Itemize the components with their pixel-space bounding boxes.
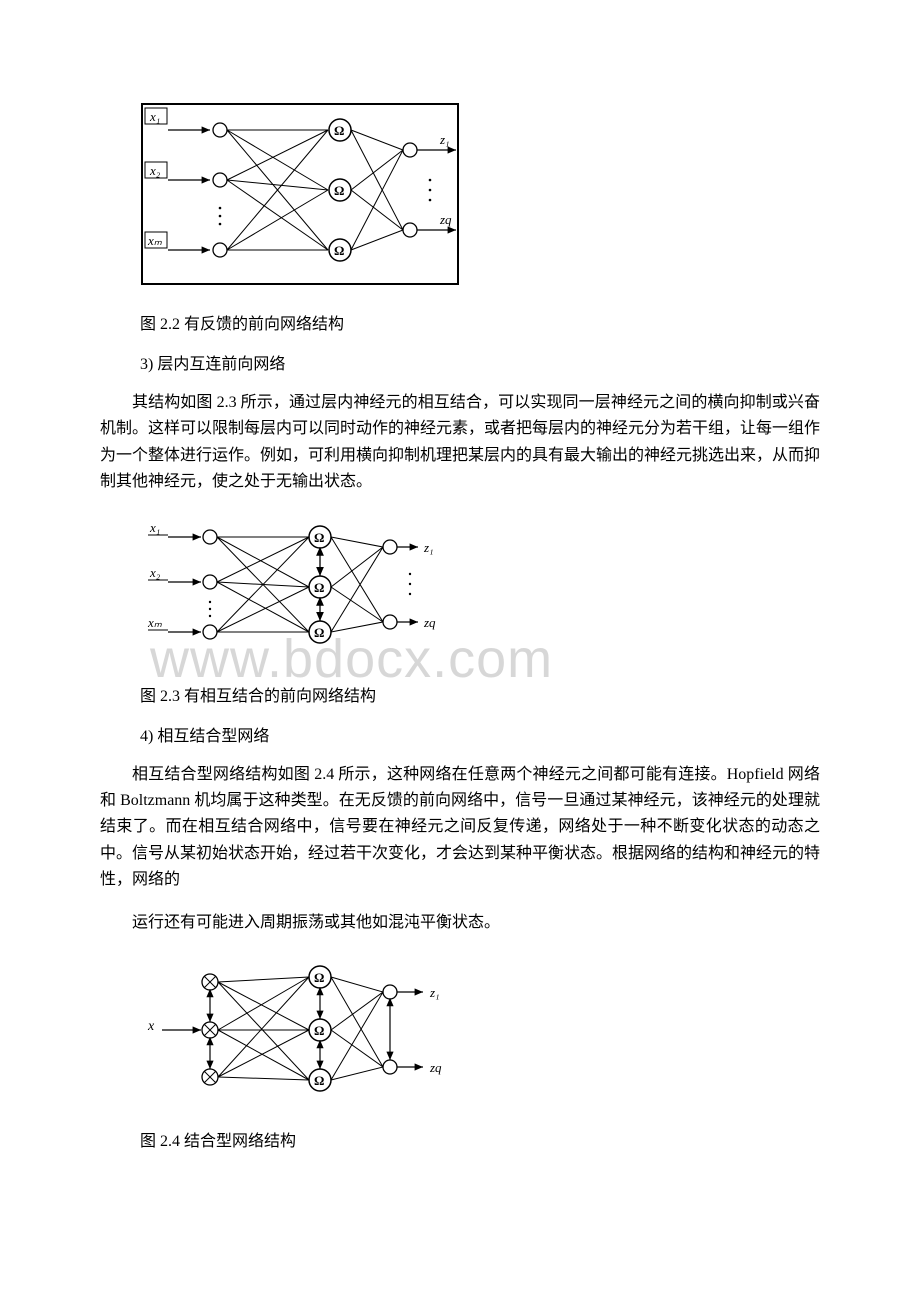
svg-text:Ω: Ω: [314, 580, 324, 595]
svg-text:Ω: Ω: [334, 183, 344, 198]
svg-text:x₂: x₂: [149, 163, 161, 178]
figure-2-3-caption: 图 2.3 有相互结合的前向网络结构: [140, 682, 820, 706]
section-4-heading: 4) 相互结合型网络: [140, 722, 820, 746]
figure-2-4-svg: x Ω Ω Ω: [140, 952, 450, 1107]
svg-text:x: x: [147, 1019, 155, 1034]
svg-text:z₁: z₁: [429, 985, 440, 1000]
figure-2-3: x₁ x₂ xₘ Ω Ω Ω: [140, 512, 820, 662]
svg-text:Ω: Ω: [314, 1073, 324, 1088]
svg-text:z₁: z₁: [439, 132, 450, 147]
svg-text:zq: zq: [439, 212, 452, 227]
section-3-heading: 3) 层内互连前向网络: [140, 350, 820, 374]
svg-text:x₁: x₁: [149, 109, 160, 124]
svg-text:Ω: Ω: [314, 1023, 324, 1038]
svg-text:x₁: x₁: [149, 520, 160, 535]
svg-text:Ω: Ω: [314, 625, 324, 640]
svg-text:Ω: Ω: [334, 123, 344, 138]
figure-2-4: x Ω Ω Ω: [140, 952, 820, 1107]
svg-text:x₂: x₂: [149, 565, 161, 580]
section-3-paragraph: 其结构如图 2.3 所示，通过层内神经元的相互结合，可以实现同一层神经元之间的横…: [100, 390, 820, 496]
section-4-paragraph-1: 相互结合型网络结构如图 2.4 所示，这种网络在任意两个神经元之间都可能有连接。…: [100, 762, 820, 894]
section-4-paragraph-2: 运行还有可能进入周期振荡或其他如混沌平衡状态。: [100, 910, 820, 936]
svg-text:Ω: Ω: [314, 530, 324, 545]
svg-text:zq: zq: [423, 615, 436, 630]
svg-text:xₘ: xₘ: [147, 615, 163, 630]
svg-text:xₘ: xₘ: [147, 233, 163, 248]
figure-2-3-svg: x₁ x₂ xₘ Ω Ω Ω: [140, 512, 450, 662]
svg-text:Ω: Ω: [334, 243, 344, 258]
page-content: x₁ x₂ xₘ Ω Ω Ω: [100, 100, 820, 1151]
svg-text:z₁: z₁: [423, 540, 434, 555]
svg-text:zq: zq: [429, 1060, 442, 1075]
svg-text:Ω: Ω: [314, 970, 324, 985]
figure-2-2: x₁ x₂ xₘ Ω Ω Ω: [140, 100, 820, 290]
figure-2-4-caption: 图 2.4 结合型网络结构: [140, 1127, 820, 1151]
figure-2-2-svg: x₁ x₂ xₘ Ω Ω Ω: [140, 100, 460, 290]
figure-2-2-caption: 图 2.2 有反馈的前向网络结构: [140, 310, 820, 334]
